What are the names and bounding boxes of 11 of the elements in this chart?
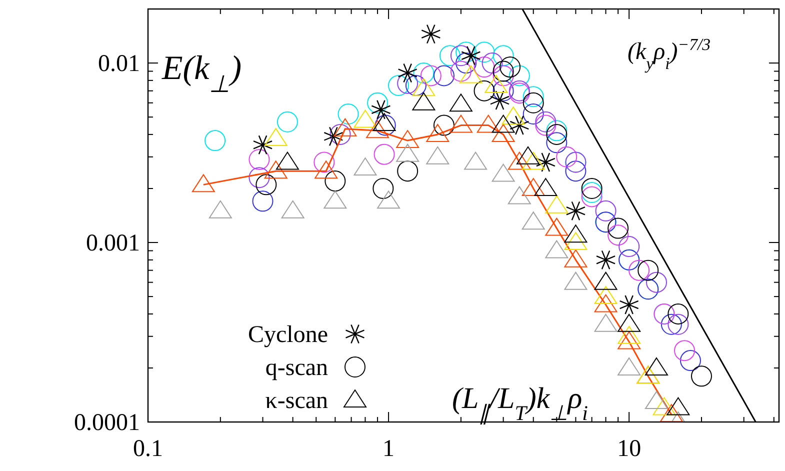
y-axis-title: E(k$_{⊥}$) [161,50,242,98]
legend-label: q-scan [265,355,328,381]
legend-label: Cyclone [248,322,328,348]
legend-label: κ-scan [265,388,328,414]
x-tick-label: 10 [617,436,642,462]
y-tick-label: 0.001 [86,230,140,257]
x-tick-label: 1 [382,436,395,462]
y-tick-label: 0.0001 [74,410,140,436]
annotation: (k$_{y}$ρ$_{i}$)$^{−7/3}$ [627,34,711,72]
y-tick-label: 0.01 [98,51,140,78]
x-tick-label: 0.1 [133,436,163,462]
